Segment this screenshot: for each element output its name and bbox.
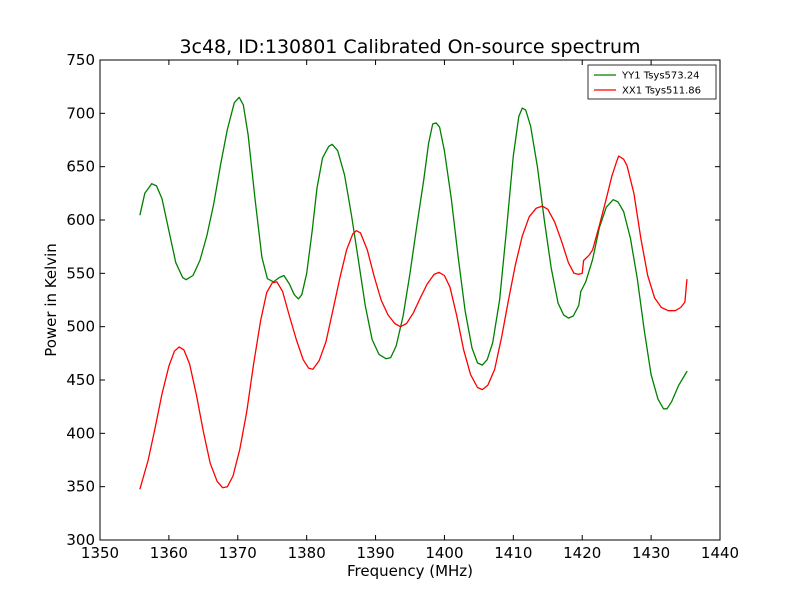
legend: YY1 Tsys573.24 XX1 Tsys511.86 [587,64,717,100]
x-tick-label: 1410 [494,544,532,562]
series-line-1 [139,155,688,490]
y-tick-label: 300 [66,531,95,549]
legend-entry-1: XX1 Tsys511.86 [622,86,701,97]
x-tick-label: 1380 [288,544,326,562]
y-tick-label: 750 [66,51,95,69]
plot-frame [99,59,721,541]
x-tick-label: 1350 [81,544,119,562]
x-tick-label: 1390 [356,544,394,562]
y-tick-label: 700 [66,104,95,122]
x-tick-label: 1420 [563,544,601,562]
y-tick-label: 450 [66,371,95,389]
series-line-0 [139,96,688,410]
y-tick-label: 350 [66,478,95,496]
x-tick-label: 1400 [425,544,463,562]
y-tick-label: 500 [66,318,95,336]
y-axis-ticks: 300 350 400 450 500 550 600 650 700 750 [66,51,720,549]
x-tick-label: 1370 [219,544,257,562]
y-tick-label: 600 [66,211,95,229]
x-tick-label: 1430 [632,544,670,562]
y-axis-label: Power in Kelvin [42,243,60,357]
y-tick-label: 550 [66,264,95,282]
x-axis-ticks: 1350 1360 1370 1380 1390 1400 1410 1420 1430 1440 [81,60,739,562]
plot-lines [139,96,688,490]
y-tick-label: 650 [66,158,95,176]
x-tick-label: 1440 [701,544,739,562]
legend-box [587,64,717,100]
legend-entry-0: YY1 Tsys573.24 [621,71,700,82]
y-tick-label: 400 [66,424,95,442]
x-axis-label: Frequency (MHz) [347,562,473,580]
x-tick-label: 1360 [150,544,188,562]
chart-title: 3c48, ID:130801 Calibrated On-source spe… [179,36,640,58]
